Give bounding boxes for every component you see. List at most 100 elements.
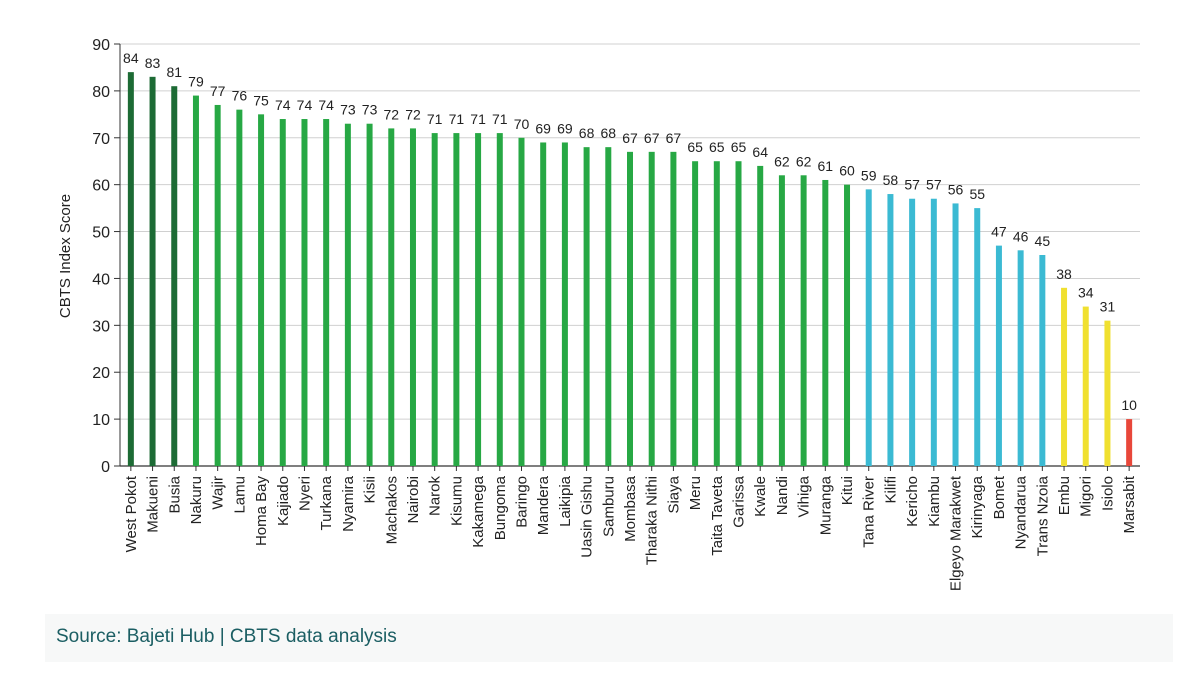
bar-value-label: 69 — [535, 120, 551, 136]
bar — [757, 165, 764, 466]
x-tick-label: Taita Taveta — [709, 475, 726, 555]
bar-value-label: 65 — [687, 139, 703, 155]
bar — [279, 119, 286, 467]
bar-value-labels: 84 83 81 79 77 76 75 74 74 74 73 73 72 72 71 71 71 71 70 69… — [123, 50, 1137, 413]
x-tick-label: Turkana — [318, 475, 335, 530]
x-tick-label: Kilifi — [882, 476, 899, 504]
bar — [583, 147, 590, 466]
bar-value-label: 56 — [948, 181, 964, 197]
bar — [952, 203, 959, 466]
bar — [800, 175, 807, 467]
bar-value-label: 81 — [166, 64, 182, 80]
bar — [323, 119, 330, 467]
x-tick-label: Meru — [687, 476, 704, 510]
bar-value-label: 67 — [666, 130, 682, 146]
y-axis-label: CBTS Index Score — [57, 194, 74, 318]
x-tick-label: Nyandarua — [1013, 475, 1030, 549]
bar — [496, 133, 503, 467]
bar — [887, 194, 894, 467]
bar-value-label: 69 — [557, 120, 573, 136]
y-tick-label: 80 — [92, 84, 110, 101]
source-note: Source: Bajeti Hub | CBTS data analysis — [56, 626, 397, 647]
bar-value-label: 62 — [774, 153, 790, 169]
bar — [692, 161, 699, 466]
x-tick-label: Kitui — [839, 476, 856, 505]
bar — [344, 123, 351, 466]
bar — [735, 161, 742, 466]
bar-value-label: 71 — [492, 111, 508, 127]
bar-value-label: 72 — [383, 106, 399, 122]
bar-value-label: 71 — [449, 111, 465, 127]
x-tick-label: Nyamira — [340, 475, 357, 531]
x-tick-label: Tharaka Nithi — [644, 476, 661, 565]
x-tick-label: Vihiga — [796, 475, 813, 517]
bar-value-label: 73 — [340, 102, 356, 118]
x-tick-label: Isiolo — [1099, 476, 1116, 511]
x-tick-label: Muranga — [817, 475, 834, 535]
source-band — [45, 614, 1173, 662]
bar-value-label: 47 — [991, 224, 1007, 240]
bar — [1017, 250, 1024, 466]
y-tick-label: 40 — [92, 271, 110, 288]
bar — [1104, 320, 1111, 466]
y-tick-label: 60 — [92, 178, 110, 195]
bar-value-label: 60 — [839, 163, 855, 179]
bar — [561, 142, 568, 466]
bar-value-label: 62 — [796, 153, 812, 169]
bar — [974, 208, 981, 466]
bar-value-label: 67 — [622, 130, 638, 146]
bar-value-label: 61 — [818, 158, 834, 174]
bar-value-label: 38 — [1056, 266, 1072, 282]
bars — [127, 72, 1133, 467]
bar-value-label: 76 — [232, 88, 248, 104]
bar — [366, 123, 373, 466]
bar-value-label: 31 — [1100, 299, 1116, 315]
x-tick-label: Homa Bay — [253, 476, 270, 547]
x-tick-label: Mombasa — [622, 475, 639, 542]
x-tick-label: West Pokot — [123, 475, 140, 552]
x-tick-label: Mandera — [535, 475, 552, 535]
bar — [844, 184, 851, 466]
x-tick-label: Nakuru — [188, 476, 205, 524]
bar — [540, 142, 547, 466]
bar — [1126, 419, 1133, 466]
x-tick-label: Narok — [427, 476, 444, 517]
y-axis-ticks: 0 10 20 30 40 50 60 70 80 90 — [92, 37, 121, 476]
bar-value-label: 68 — [601, 125, 617, 141]
bar — [431, 133, 438, 467]
x-tick-label: Marsabit — [1121, 475, 1138, 533]
bar — [388, 128, 395, 466]
bar — [627, 151, 633, 466]
x-tick-label: Wajir — [210, 476, 227, 510]
y-tick-label: 10 — [92, 412, 110, 429]
x-tick-label: Kericho — [904, 476, 921, 527]
x-tick-label: Bungoma — [492, 475, 509, 540]
x-tick-label: Bomet — [991, 475, 1008, 519]
x-tick-label: Kisii — [362, 476, 379, 504]
x-tick-label: Baringo — [513, 476, 530, 528]
bar-value-label: 57 — [904, 177, 920, 193]
x-tick-label: Migori — [1078, 476, 1095, 517]
bar — [822, 179, 829, 466]
x-tick-label: Nairobi — [405, 476, 422, 524]
bar-value-label: 74 — [275, 97, 291, 113]
x-tick-label: Siaya — [665, 475, 682, 513]
bar-value-label: 59 — [861, 167, 877, 183]
x-tick-label: Laikipia — [557, 475, 574, 527]
bar — [909, 198, 916, 466]
bar — [258, 114, 265, 466]
x-tick-label: Elgeyo Marakwet — [948, 475, 965, 591]
bar-value-label: 57 — [926, 177, 942, 193]
bar-value-label: 83 — [145, 55, 161, 71]
bar-value-label: 34 — [1078, 285, 1094, 301]
bar-value-label: 68 — [579, 125, 595, 141]
x-tick-label: Kakamega — [470, 475, 487, 547]
bar-value-label: 65 — [709, 139, 725, 155]
bar-value-label: 77 — [210, 83, 226, 99]
bar-value-label: 71 — [470, 111, 486, 127]
bar-value-label: 70 — [514, 116, 530, 132]
bar-value-label: 73 — [362, 102, 378, 118]
bar — [930, 198, 937, 466]
bar — [648, 151, 655, 466]
